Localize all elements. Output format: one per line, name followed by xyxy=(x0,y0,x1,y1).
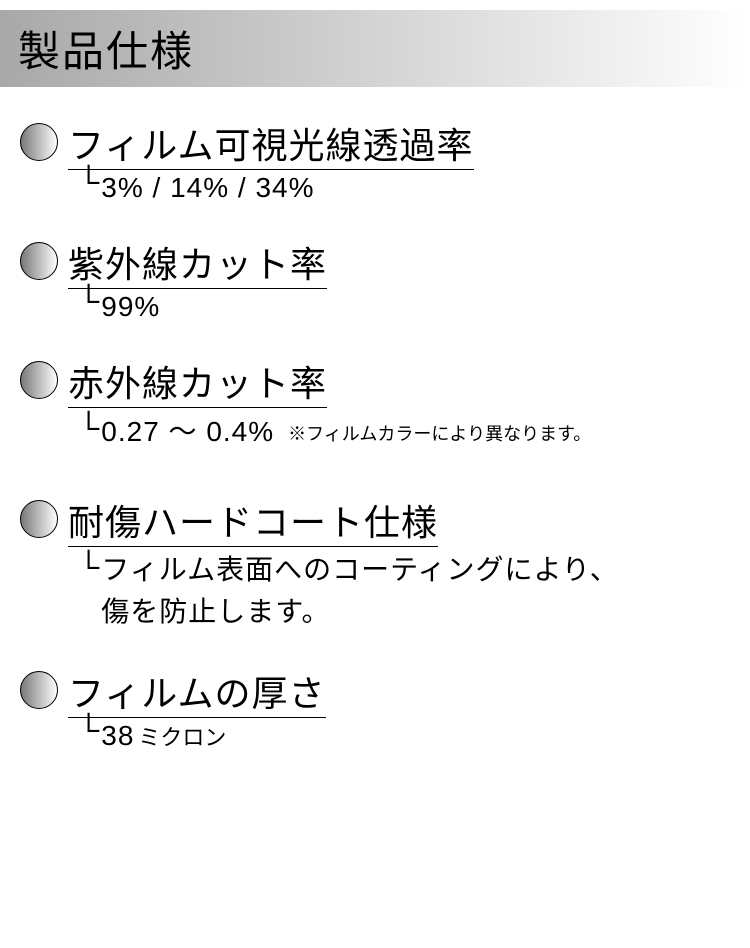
spec-unit: ミクロン xyxy=(138,720,226,752)
corner-mark-icon: └ xyxy=(78,287,99,317)
header-bar: 製品仕様 xyxy=(0,10,750,87)
spec-value: 38 xyxy=(101,720,134,752)
spec-note: ※フィルムカラーにより異なります。 xyxy=(288,420,591,446)
spec-list: フィルム可視光線透過率 └ 3% / 14% / 34% 紫外線カット率 └ 9… xyxy=(0,87,750,752)
spec-title: フィルムの厚さ xyxy=(68,665,326,718)
spec-value: 99% xyxy=(101,291,160,323)
spec-title: 耐傷ハードコート仕様 xyxy=(68,494,438,547)
bullet-icon xyxy=(20,361,58,399)
spec-title: 紫外線カット率 xyxy=(68,236,327,289)
corner-mark-icon: └ xyxy=(78,168,99,198)
spec-value: フィルム表面へのコーティングにより、 傷を防止します。 xyxy=(101,549,619,633)
bullet-icon xyxy=(20,123,58,161)
corner-mark-icon: └ xyxy=(78,553,99,583)
spec-item: 赤外線カット率 └ 0.27 〜 0.4% ※フィルムカラーにより異なります。 xyxy=(20,355,730,450)
page-title: 製品仕様 xyxy=(18,18,732,79)
bullet-icon xyxy=(20,500,58,538)
corner-mark-icon: └ xyxy=(78,716,99,746)
spec-title: 赤外線カット率 xyxy=(68,355,327,408)
spec-item: フィルムの厚さ └ 38 ミクロン xyxy=(20,665,730,752)
spec-value: 0.27 〜 0.4% xyxy=(101,410,274,450)
spec-value: 3% / 14% / 34% xyxy=(101,172,314,204)
spec-item: フィルム可視光線透過率 └ 3% / 14% / 34% xyxy=(20,117,730,204)
spec-item: 紫外線カット率 └ 99% xyxy=(20,236,730,323)
corner-mark-icon: └ xyxy=(78,414,99,444)
spec-item: 耐傷ハードコート仕様 └ フィルム表面へのコーティングにより、 傷を防止します。 xyxy=(20,494,730,633)
bullet-icon xyxy=(20,671,58,709)
spec-title: フィルム可視光線透過率 xyxy=(68,117,474,170)
bullet-icon xyxy=(20,242,58,280)
